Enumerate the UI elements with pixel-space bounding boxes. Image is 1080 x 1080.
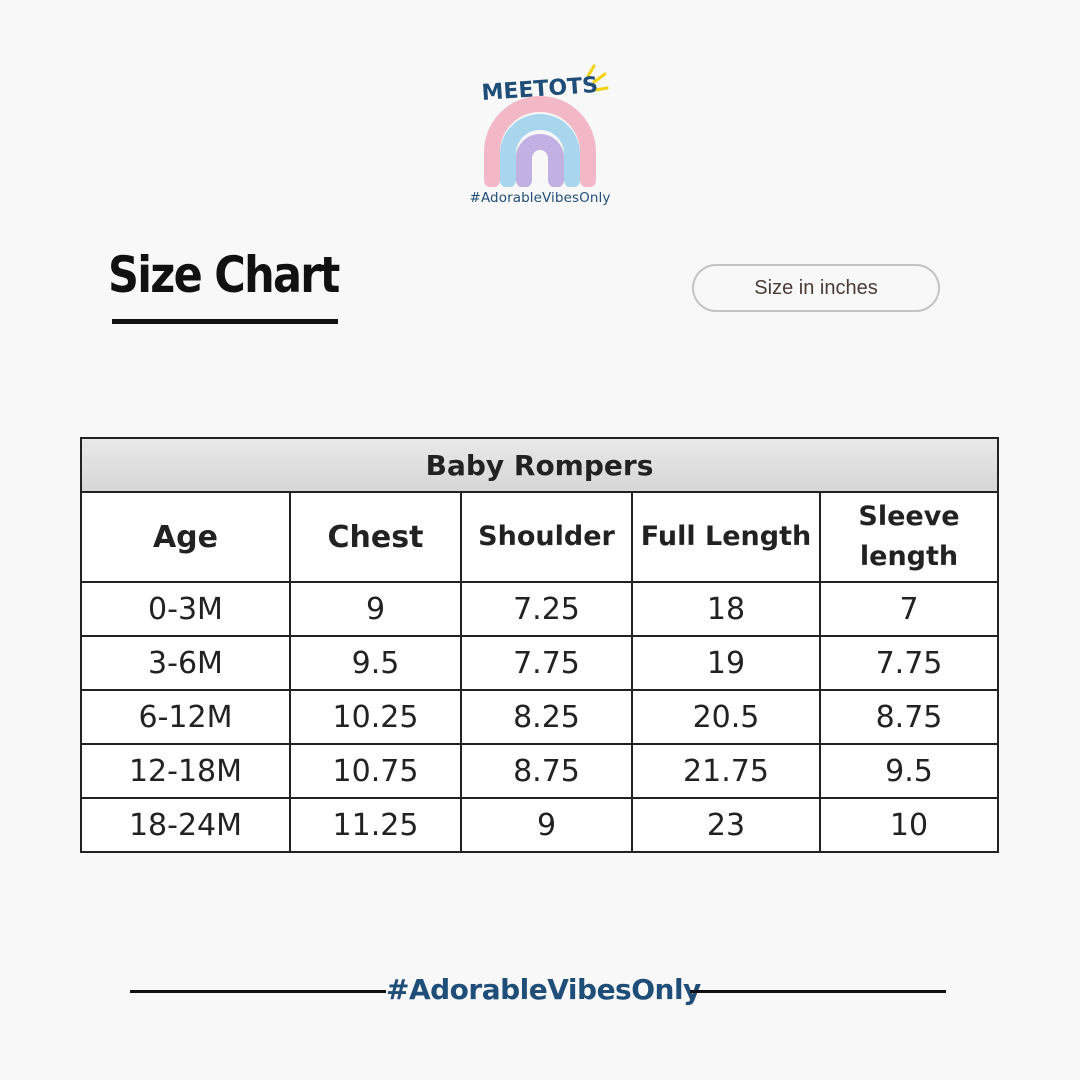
size-table-container: Baby Rompers Age Chest Shoulder Full Len…	[80, 437, 999, 853]
footer-divider-right	[690, 990, 946, 993]
cell-full-length: 21.75	[631, 743, 821, 799]
cell-sleeve-length: 10	[819, 797, 999, 853]
cell-full-length: 18	[631, 581, 821, 637]
column-header-age: Age	[80, 491, 291, 583]
cell-full-length: 23	[631, 797, 821, 853]
cell-chest: 9.5	[289, 635, 462, 691]
cell-chest: 10.75	[289, 743, 462, 799]
cell-age: 6-12M	[80, 689, 291, 745]
cell-age: 0-3M	[80, 581, 291, 637]
brand-tagline: #AdorableVibesOnly	[469, 190, 611, 206]
cell-full-length: 19	[631, 635, 821, 691]
table-row: 0-3M 9 7.25 18 7	[80, 581, 999, 637]
table-row: 12-18M 10.75 8.75 21.75 9.5	[80, 743, 999, 799]
cell-age: 3-6M	[80, 635, 291, 691]
table-row: 6-12M 10.25 8.25 20.5 8.75	[80, 689, 999, 745]
cell-chest: 9	[289, 581, 462, 637]
size-table: Baby Rompers Age Chest Shoulder Full Len…	[80, 437, 999, 853]
cell-sleeve-length: 9.5	[819, 743, 999, 799]
rainbow-logo-icon: MEETOTS	[481, 64, 609, 187]
column-header-chest: Chest	[289, 491, 462, 583]
column-header-full-length: Full Length	[631, 491, 821, 583]
column-header-sleeve-length: Sleeve length	[819, 491, 999, 583]
table-header-row: Age Chest Shoulder Full Length Sleeve le…	[80, 491, 999, 583]
cell-full-length: 20.5	[631, 689, 821, 745]
size-unit-badge: Size in inches	[692, 264, 940, 312]
cell-sleeve-length: 8.75	[819, 689, 999, 745]
table-caption-row: Baby Rompers	[80, 437, 999, 493]
table-row: 3-6M 9.5 7.75 19 7.75	[80, 635, 999, 691]
cell-shoulder: 8.75	[460, 743, 633, 799]
sparkle-icon	[586, 64, 609, 92]
cell-age: 12-18M	[80, 743, 291, 799]
title-underline	[112, 319, 338, 324]
table-caption: Baby Rompers	[80, 437, 999, 493]
column-header-shoulder: Shoulder	[460, 491, 633, 583]
cell-shoulder: 7.75	[460, 635, 633, 691]
cell-sleeve-length: 7.75	[819, 635, 999, 691]
footer-divider-left	[130, 990, 386, 993]
footer-tagline: #AdorableVibesOnly	[386, 973, 701, 1006]
cell-shoulder: 7.25	[460, 581, 633, 637]
table-row: 18-24M 11.25 9 23 10	[80, 797, 999, 853]
cell-chest: 11.25	[289, 797, 462, 853]
brand-logo: MEETOTS #AdorableVibesOnly	[440, 62, 640, 212]
cell-shoulder: 8.25	[460, 689, 633, 745]
rainbow-middle-arc	[500, 114, 580, 187]
cell-sleeve-length: 7	[819, 581, 999, 637]
page-title: Size Chart	[108, 246, 340, 304]
cell-chest: 10.25	[289, 689, 462, 745]
cell-shoulder: 9	[460, 797, 633, 853]
rainbow-inner-arc	[516, 134, 564, 187]
cell-age: 18-24M	[80, 797, 291, 853]
rainbow-outer-arc	[484, 96, 596, 187]
